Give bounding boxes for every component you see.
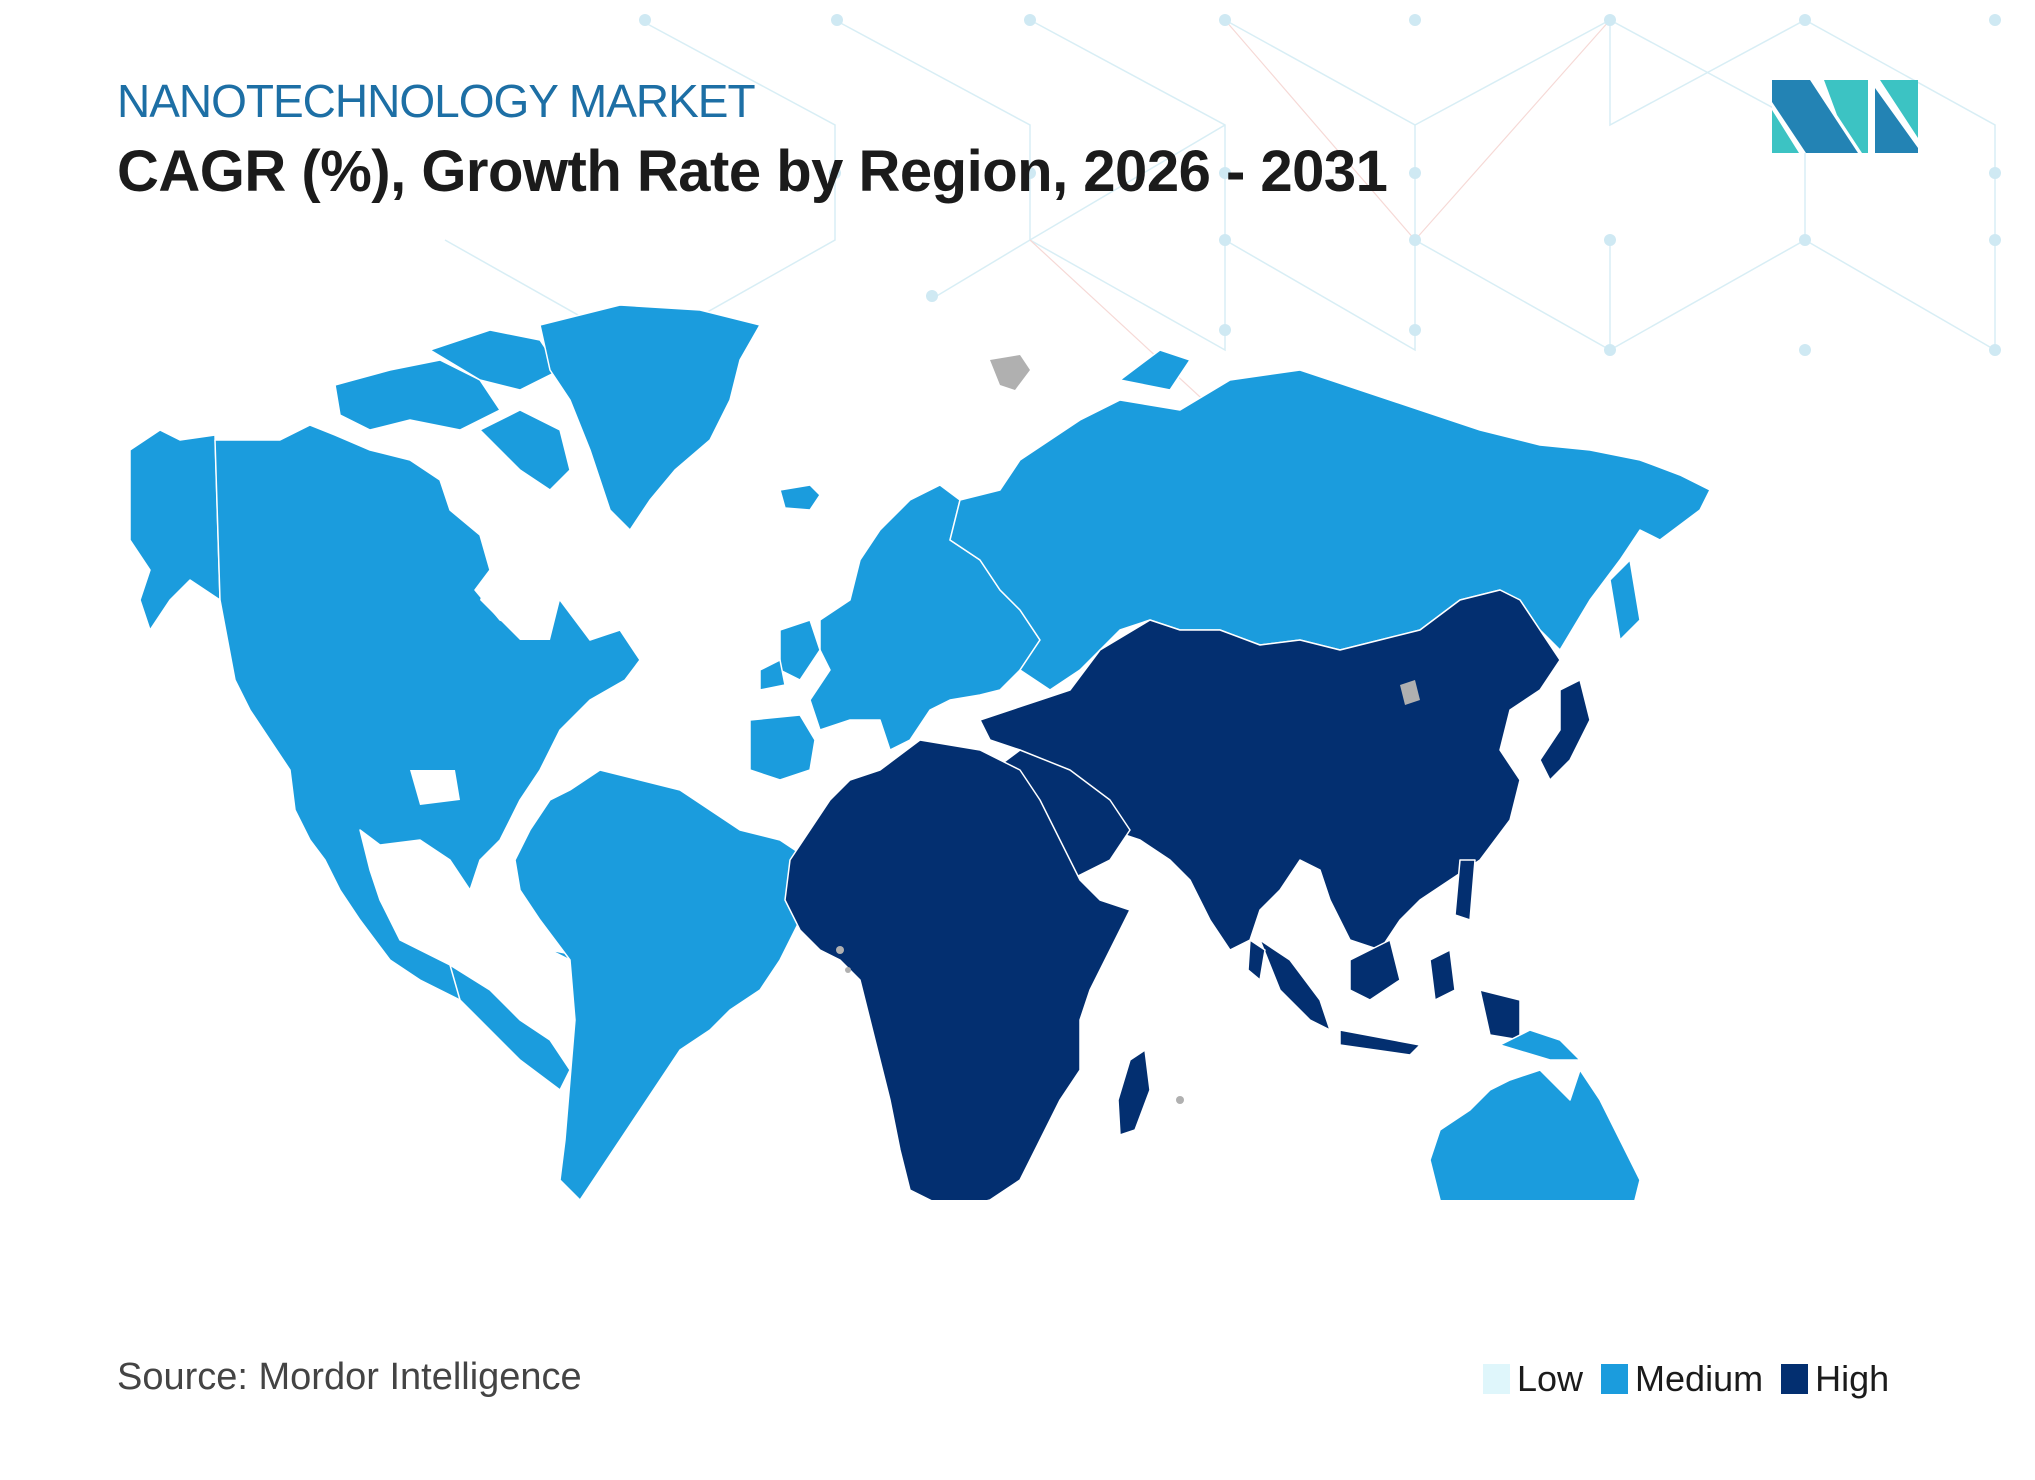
legend-swatch-medium-icon: [1601, 1364, 1629, 1394]
region-oceania[interactable]: [1429, 1029, 1720, 1200]
region-russia[interactable]: [949, 349, 1711, 691]
region-north-america[interactable]: [129, 304, 821, 1091]
source-caption: Source: Mordor Intelligence: [117, 1356, 582, 1398]
legend-label-low: Low: [1517, 1358, 1584, 1399]
legend-label-high: High: [1815, 1358, 1890, 1399]
map-legend: Low Medium High: [1483, 1358, 1907, 1400]
region-africa[interactable]: [784, 739, 1151, 1200]
region-no-data: [836, 355, 1420, 1104]
legend-swatch-low-icon: [1483, 1364, 1510, 1394]
market-name-heading: NANOTECHNOLOGY MARKET: [117, 75, 756, 127]
world-choropleth-map: [129, 304, 1720, 1200]
region-south-america[interactable]: [514, 769, 821, 1200]
legend-swatch-high-icon: [1781, 1364, 1809, 1394]
legend-item-low: Low: [1483, 1358, 1583, 1400]
legend-item-high: High: [1781, 1358, 1889, 1400]
chart-title: CAGR (%), Growth Rate by Region, 2026 - …: [117, 139, 1388, 204]
mordor-intelligence-logo-icon: [1772, 80, 1918, 153]
region-europe[interactable]: [749, 484, 1041, 781]
legend-label-medium: Medium: [1635, 1358, 1764, 1399]
legend-item-medium: Medium: [1601, 1358, 1763, 1400]
